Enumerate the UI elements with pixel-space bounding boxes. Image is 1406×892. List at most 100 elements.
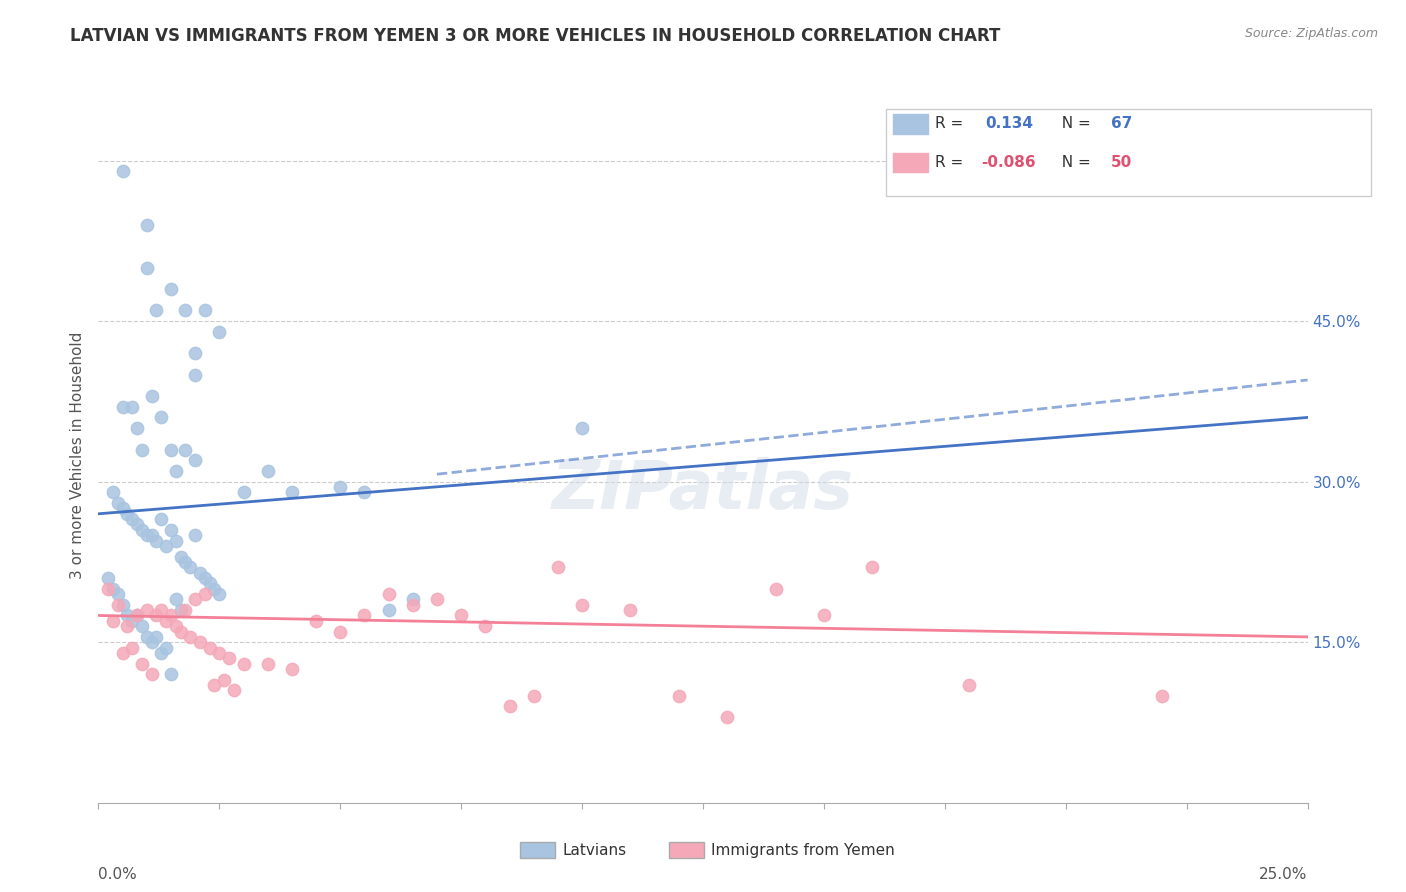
Point xyxy=(141,667,163,681)
Point xyxy=(145,303,167,318)
Point xyxy=(160,442,183,457)
Point xyxy=(957,678,980,692)
Point xyxy=(813,608,835,623)
Point xyxy=(165,619,187,633)
Point xyxy=(160,282,183,296)
Point xyxy=(281,485,304,500)
Point xyxy=(174,442,197,457)
Point xyxy=(165,533,187,548)
Point xyxy=(169,624,191,639)
Point xyxy=(716,710,738,724)
Point xyxy=(619,603,641,617)
Point xyxy=(121,640,143,655)
Point xyxy=(184,592,207,607)
Point xyxy=(329,624,352,639)
Point xyxy=(160,608,183,623)
Point xyxy=(135,218,157,232)
Point xyxy=(101,614,124,628)
Point xyxy=(184,528,207,542)
Point xyxy=(107,587,129,601)
Text: 0.0%: 0.0% xyxy=(98,867,138,882)
Text: -0.086: -0.086 xyxy=(981,155,1036,169)
Point xyxy=(145,608,167,623)
Point xyxy=(111,646,134,660)
Point xyxy=(150,410,173,425)
Point xyxy=(155,614,177,628)
Point xyxy=(498,699,520,714)
Point xyxy=(127,608,149,623)
Point xyxy=(111,400,134,414)
Point xyxy=(305,614,328,628)
Point xyxy=(194,303,217,318)
Y-axis label: 3 or more Vehicles in Household: 3 or more Vehicles in Household xyxy=(69,331,84,579)
Point xyxy=(198,640,221,655)
Point xyxy=(150,512,173,526)
Point xyxy=(194,571,217,585)
Point xyxy=(204,582,226,596)
Text: Latvians: Latvians xyxy=(562,843,627,857)
Point xyxy=(377,587,399,601)
Text: N =: N = xyxy=(1052,116,1095,130)
Point xyxy=(353,485,375,500)
Text: 67: 67 xyxy=(1111,116,1132,130)
Point xyxy=(97,571,120,585)
Point xyxy=(155,640,177,655)
Point xyxy=(145,630,167,644)
Point xyxy=(198,576,221,591)
Text: 50: 50 xyxy=(1111,155,1132,169)
Point xyxy=(145,533,167,548)
Text: LATVIAN VS IMMIGRANTS FROM YEMEN 3 OR MORE VEHICLES IN HOUSEHOLD CORRELATION CHA: LATVIAN VS IMMIGRANTS FROM YEMEN 3 OR MO… xyxy=(70,27,1001,45)
Point xyxy=(547,560,569,574)
Point xyxy=(169,549,191,564)
Point xyxy=(402,592,425,607)
Point xyxy=(184,453,207,467)
Point xyxy=(101,485,124,500)
Point xyxy=(165,464,187,478)
Point xyxy=(212,673,235,687)
Point xyxy=(174,303,197,318)
Point xyxy=(169,603,191,617)
Point xyxy=(450,608,472,623)
Point xyxy=(184,368,207,382)
Point xyxy=(135,260,157,275)
Point xyxy=(127,517,149,532)
Point xyxy=(353,608,375,623)
Text: 0.134: 0.134 xyxy=(986,116,1033,130)
Point xyxy=(402,598,425,612)
Point xyxy=(668,689,690,703)
Point xyxy=(179,560,201,574)
Point xyxy=(165,592,187,607)
Point xyxy=(117,507,139,521)
Point xyxy=(131,619,153,633)
Point xyxy=(232,657,254,671)
Point xyxy=(256,657,278,671)
Point xyxy=(135,528,157,542)
Point xyxy=(208,587,231,601)
Point xyxy=(111,598,134,612)
Text: 25.0%: 25.0% xyxy=(1260,867,1308,882)
Point xyxy=(97,582,120,596)
Point xyxy=(131,657,153,671)
Point xyxy=(131,442,153,457)
Text: ZIPatlas: ZIPatlas xyxy=(553,457,853,523)
Point xyxy=(222,683,245,698)
Point xyxy=(208,325,231,339)
Point xyxy=(141,389,163,403)
Text: R =: R = xyxy=(935,155,969,169)
Point xyxy=(184,346,207,360)
Point xyxy=(571,421,593,435)
Point xyxy=(127,608,149,623)
Point xyxy=(426,592,449,607)
Point xyxy=(111,164,134,178)
Point xyxy=(194,587,217,601)
Point xyxy=(150,646,173,660)
Point xyxy=(121,400,143,414)
Point xyxy=(377,603,399,617)
Point xyxy=(135,603,157,617)
Point xyxy=(174,555,197,569)
Point xyxy=(135,630,157,644)
Point xyxy=(218,651,240,665)
Point xyxy=(155,539,177,553)
Point xyxy=(474,619,496,633)
Point xyxy=(121,614,143,628)
